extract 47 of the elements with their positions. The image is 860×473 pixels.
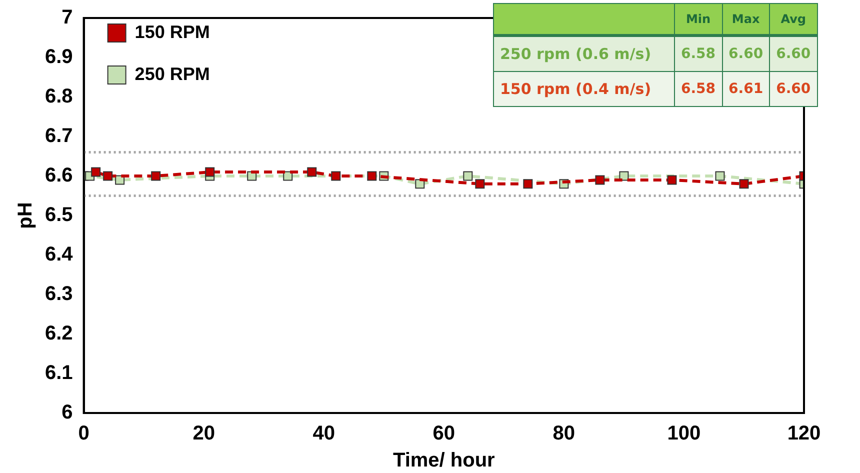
point	[103, 171, 113, 181]
point	[205, 167, 215, 177]
annotation: 6.58	[674, 72, 722, 106]
annotation: 6.60	[770, 36, 818, 72]
y-tick-label: 6	[62, 402, 73, 424]
y-tick-label: 6.6	[44, 164, 73, 187]
point	[667, 175, 677, 185]
annotation: Avg	[770, 4, 818, 36]
point	[91, 167, 101, 177]
annotation: 150 rpm (0.4 m/s)	[494, 72, 674, 106]
y-tick-label: 6.1	[44, 362, 73, 384]
point	[739, 179, 749, 189]
x-tick-label: 120	[787, 422, 821, 445]
point	[331, 171, 341, 181]
y-tick-label: 6.8	[44, 86, 73, 108]
x-axis-title: Time/ hour	[392, 450, 496, 472]
y-tick-label: 6.7	[44, 125, 73, 148]
annotation: 250 rpm (0.6 m/s)	[494, 36, 674, 72]
x-tick-label: 80	[552, 422, 576, 445]
annotation: 6.60	[722, 36, 770, 72]
legend-label: 250 RPM	[134, 64, 210, 84]
y-axis-title: pH	[14, 202, 37, 229]
point	[307, 167, 317, 177]
point	[595, 175, 605, 185]
annotation: Min	[674, 4, 722, 36]
y-tick-label: 6.5	[44, 204, 73, 226]
y-tick-label: 6.9	[44, 46, 73, 68]
point	[367, 171, 377, 181]
x-tick-label: 60	[432, 422, 456, 445]
annotation: 6.58	[674, 36, 722, 72]
y-tick-label: 6.2	[44, 322, 73, 345]
point	[475, 179, 485, 189]
point	[523, 179, 533, 189]
x-tick-label: 0	[78, 422, 90, 445]
annotation: Max	[722, 4, 770, 36]
y-tick-label: 7	[62, 6, 73, 29]
annotation: 6.60	[770, 72, 818, 106]
point	[463, 171, 473, 181]
y-tick-label: 6.4	[44, 244, 74, 266]
x-tick-label: 40	[312, 422, 335, 445]
x-tick-label: 20	[192, 422, 215, 445]
x-tick-label: 100	[667, 422, 701, 445]
y-tick-label: 6.3	[44, 283, 73, 306]
point	[151, 171, 161, 181]
point	[715, 171, 725, 181]
annotation: 6.61	[722, 72, 770, 106]
legend-label: 150 RPM	[134, 22, 210, 42]
